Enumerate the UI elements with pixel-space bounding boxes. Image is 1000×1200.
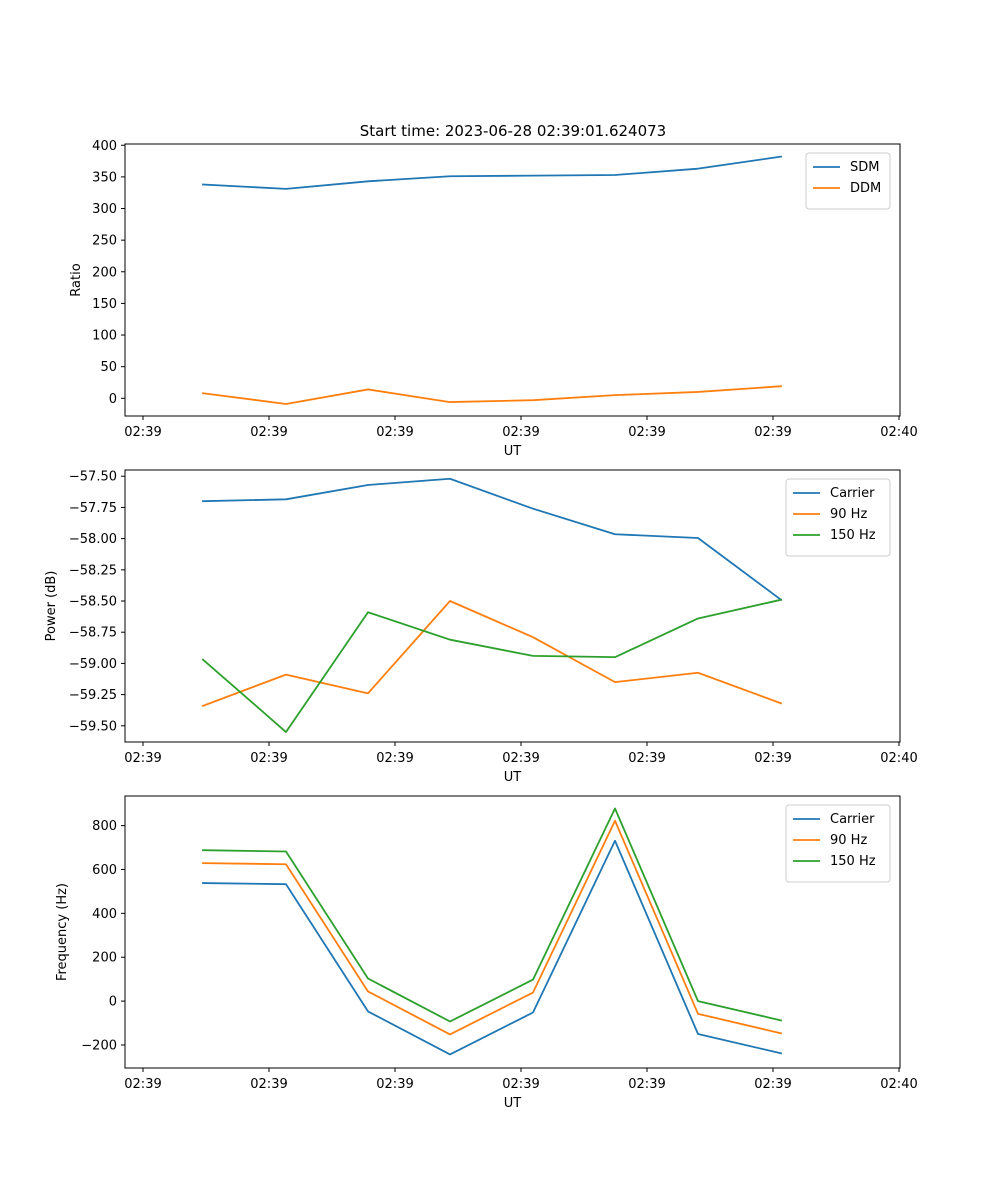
chart-title: Start time: 2023-06-28 02:39:01.624073 xyxy=(360,122,666,140)
x-tick-label: 02:40 xyxy=(880,425,917,440)
y-tick-label: −58.50 xyxy=(69,595,117,610)
axes-frame xyxy=(124,469,901,743)
x-tick-label: 02:39 xyxy=(754,1077,791,1092)
y-tick-label: −57.50 xyxy=(69,470,117,485)
legend-label: DDM xyxy=(850,181,881,196)
y-tick-label: 0 xyxy=(109,392,117,407)
x-tick-label: 02:39 xyxy=(250,1077,287,1092)
legend-label: SDM xyxy=(850,160,879,175)
y-tick-label: −58.75 xyxy=(69,626,117,641)
series-line-sdm xyxy=(202,155,783,190)
x-tick-label: 02:40 xyxy=(880,1077,917,1092)
x-tick-label: 02:39 xyxy=(628,751,665,766)
y-tick-label: 350 xyxy=(92,170,117,185)
y-tick-label: 250 xyxy=(92,234,117,249)
x-axis-label: UT xyxy=(504,1096,522,1111)
x-tick-label: 02:39 xyxy=(376,751,413,766)
y-tick-label: 0 xyxy=(109,995,117,1010)
x-tick-label: 02:39 xyxy=(754,425,791,440)
series-line-carrier xyxy=(202,477,783,602)
y-tick-label: −59.50 xyxy=(69,719,117,734)
x-axis-label: UT xyxy=(504,770,522,785)
y-tick-label: −58.25 xyxy=(69,563,117,578)
axes-frame xyxy=(124,143,901,417)
x-tick-label: 02:39 xyxy=(628,1077,665,1092)
y-axis-label: Ratio xyxy=(69,263,84,296)
subplot-1: 02:39 02:39 02:39 02:39 02:39 02:39 02:40 0 50 10… xyxy=(69,139,918,459)
y-tick-label: 300 xyxy=(92,202,117,217)
y-axis-label: Power (dB) xyxy=(44,571,59,642)
y-tick-label: −200 xyxy=(81,1038,117,1053)
legend-label: Carrier xyxy=(830,486,875,501)
legend-frame xyxy=(785,478,891,557)
axes-frame xyxy=(124,795,901,1069)
y-tick-label: −59.00 xyxy=(69,657,117,672)
x-tick-label: 02:39 xyxy=(754,751,791,766)
x-tick-label: 02:39 xyxy=(124,1077,161,1092)
y-tick-label: 100 xyxy=(92,329,117,344)
series-line-90-hz xyxy=(202,819,783,1036)
y-tick-label: 50 xyxy=(100,360,117,375)
legend-frame xyxy=(785,804,891,883)
x-tick-label: 02:39 xyxy=(250,751,287,766)
y-tick-label: 200 xyxy=(92,265,117,280)
x-tick-label: 02:39 xyxy=(502,751,539,766)
y-axis-label: Frequency (Hz) xyxy=(55,883,70,981)
x-axis-label: UT xyxy=(504,444,522,459)
legend: Carrier 90 Hz 150 Hz xyxy=(785,804,891,883)
legend: Carrier 90 Hz 150 Hz xyxy=(785,478,891,557)
y-tick-label: 600 xyxy=(92,863,117,878)
y-tick-label: 200 xyxy=(92,951,117,966)
legend-label: 150 Hz xyxy=(830,528,876,543)
x-tick-label: 02:39 xyxy=(628,425,665,440)
legend-label: 90 Hz xyxy=(830,833,867,848)
series-line-90-hz xyxy=(201,600,783,707)
series-line-150-hz xyxy=(202,807,783,1023)
legend: SDM DDM xyxy=(805,152,891,210)
legend-label: Carrier xyxy=(830,812,875,827)
x-tick-label: 02:39 xyxy=(376,425,413,440)
x-tick-label: 02:39 xyxy=(376,1077,413,1092)
y-tick-label: −59.25 xyxy=(69,688,117,703)
x-tick-label: 02:39 xyxy=(502,1077,539,1092)
subplot-3: 02:39 02:39 02:39 02:39 02:39 02:39 02:40 −200 0… xyxy=(55,795,918,1111)
y-tick-label: 800 xyxy=(92,819,117,834)
y-tick-label: 400 xyxy=(92,139,117,154)
y-tick-label: 400 xyxy=(92,907,117,922)
subplot-2: 02:39 02:39 02:39 02:39 02:39 02:39 02:40 −59.5… xyxy=(44,469,918,785)
legend-label: 90 Hz xyxy=(830,507,867,522)
y-tick-label: −57.75 xyxy=(69,501,117,516)
x-tick-label: 02:39 xyxy=(502,425,539,440)
series-line-carrier xyxy=(202,839,783,1056)
x-tick-label: 02:39 xyxy=(250,425,287,440)
legend-label: 150 Hz xyxy=(830,854,876,869)
y-tick-label: 150 xyxy=(92,297,117,312)
x-tick-label: 02:40 xyxy=(880,751,917,766)
series-line-150-hz xyxy=(201,598,783,733)
series-line-ddm xyxy=(201,385,782,405)
y-tick-label: −58.00 xyxy=(69,532,117,547)
x-tick-label: 02:39 xyxy=(124,751,161,766)
x-tick-label: 02:39 xyxy=(124,425,161,440)
